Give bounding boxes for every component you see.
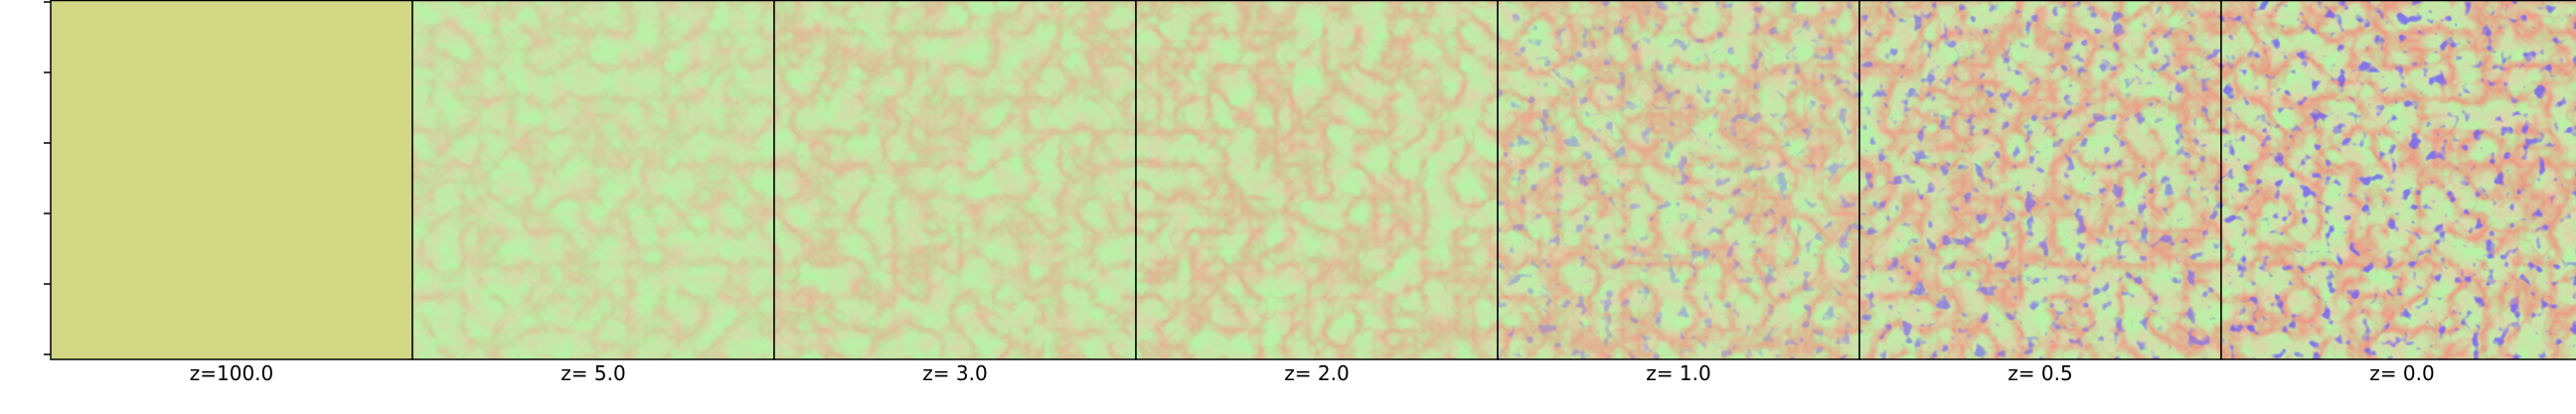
density-panel: [2220, 0, 2576, 360]
density-panel: [1858, 0, 2222, 360]
density-panel: [1135, 0, 1499, 360]
y-axis-ticks: [44, 1, 51, 355]
redshift-label: z=100.0: [189, 361, 274, 385]
redshift-label: z= 0.5: [2008, 361, 2073, 385]
density-panel: [50, 0, 413, 360]
density-panel: [773, 0, 1137, 360]
redshift-label: z= 3.0: [922, 361, 988, 385]
redshift-label: z= 2.0: [1284, 361, 1350, 385]
density-panel: [1497, 0, 1860, 360]
density-panel: [411, 0, 775, 360]
redshift-label: z= 0.0: [2369, 361, 2435, 385]
redshift-label: z= 1.0: [1646, 361, 1711, 385]
redshift-label: z= 5.0: [561, 361, 626, 385]
